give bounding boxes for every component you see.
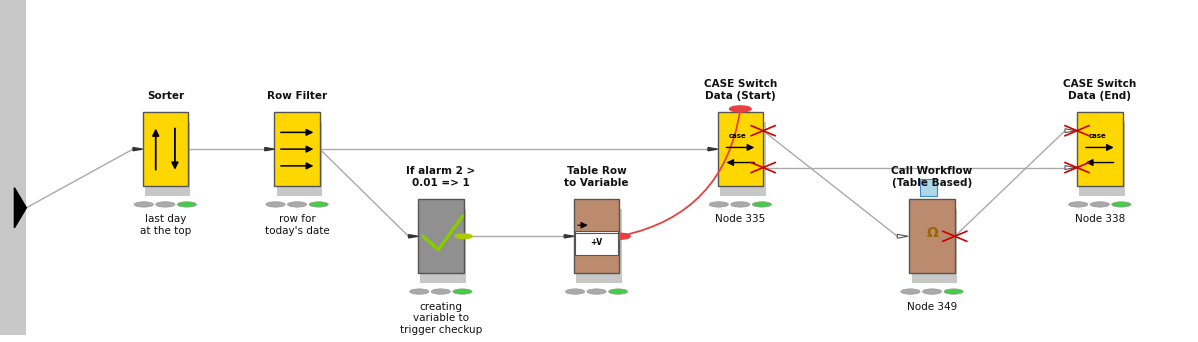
Text: case: case <box>1089 133 1106 139</box>
Bar <box>418 199 464 273</box>
Circle shape <box>431 289 450 294</box>
Circle shape <box>453 289 472 294</box>
Bar <box>576 209 622 283</box>
Polygon shape <box>708 147 718 151</box>
Bar <box>143 112 188 186</box>
Text: CASE Switch
Data (Start): CASE Switch Data (Start) <box>703 79 778 101</box>
Bar <box>574 199 619 273</box>
Circle shape <box>455 234 472 239</box>
Text: If alarm 2 >
0.01 => 1: If alarm 2 > 0.01 => 1 <box>406 166 476 188</box>
Polygon shape <box>133 147 143 151</box>
Circle shape <box>609 289 628 294</box>
Text: Node 335: Node 335 <box>715 214 766 224</box>
Bar <box>1077 112 1123 186</box>
Circle shape <box>1069 202 1088 207</box>
Text: +V: +V <box>591 238 603 248</box>
Bar <box>909 199 955 273</box>
Text: Table Row
to Variable: Table Row to Variable <box>564 166 629 188</box>
Circle shape <box>922 289 942 294</box>
Circle shape <box>730 106 751 112</box>
Circle shape <box>752 202 772 207</box>
Bar <box>277 122 322 196</box>
Text: row for
today's date: row for today's date <box>265 214 329 236</box>
Text: Row Filter: Row Filter <box>267 91 327 101</box>
Bar <box>145 122 190 196</box>
Circle shape <box>565 289 585 294</box>
Circle shape <box>1112 202 1131 207</box>
Bar <box>720 122 766 196</box>
Polygon shape <box>897 234 908 238</box>
Bar <box>420 209 466 283</box>
Circle shape <box>587 289 606 294</box>
Circle shape <box>731 202 750 207</box>
Text: Sorter: Sorter <box>147 91 183 101</box>
Bar <box>920 179 937 196</box>
Text: last day
at the top: last day at the top <box>140 214 190 236</box>
Polygon shape <box>265 147 274 151</box>
Polygon shape <box>564 235 574 238</box>
Text: case: case <box>730 133 746 139</box>
Text: Node 349: Node 349 <box>907 302 957 312</box>
Text: Node 338: Node 338 <box>1075 214 1125 224</box>
Polygon shape <box>1065 129 1076 133</box>
Circle shape <box>609 233 630 239</box>
Circle shape <box>134 202 153 207</box>
Circle shape <box>266 202 285 207</box>
Circle shape <box>1090 202 1109 207</box>
Text: creating
variable to
trigger checkup: creating variable to trigger checkup <box>400 302 482 335</box>
Bar <box>1079 122 1125 196</box>
Circle shape <box>288 202 307 207</box>
Bar <box>912 209 957 283</box>
Circle shape <box>901 289 920 294</box>
Polygon shape <box>409 235 418 238</box>
Text: CASE Switch
Data (End): CASE Switch Data (End) <box>1063 79 1137 101</box>
Bar <box>575 231 618 255</box>
Circle shape <box>410 289 429 294</box>
Circle shape <box>177 202 196 207</box>
Polygon shape <box>1065 166 1076 170</box>
Polygon shape <box>14 188 26 228</box>
Bar <box>274 112 320 186</box>
Circle shape <box>309 202 328 207</box>
Circle shape <box>709 202 728 207</box>
Bar <box>0 0 26 335</box>
Circle shape <box>944 289 963 294</box>
Text: Ω: Ω <box>926 226 938 240</box>
Circle shape <box>156 202 175 207</box>
Bar <box>718 112 763 186</box>
Text: Call Workflow
(Table Based): Call Workflow (Table Based) <box>891 166 973 188</box>
